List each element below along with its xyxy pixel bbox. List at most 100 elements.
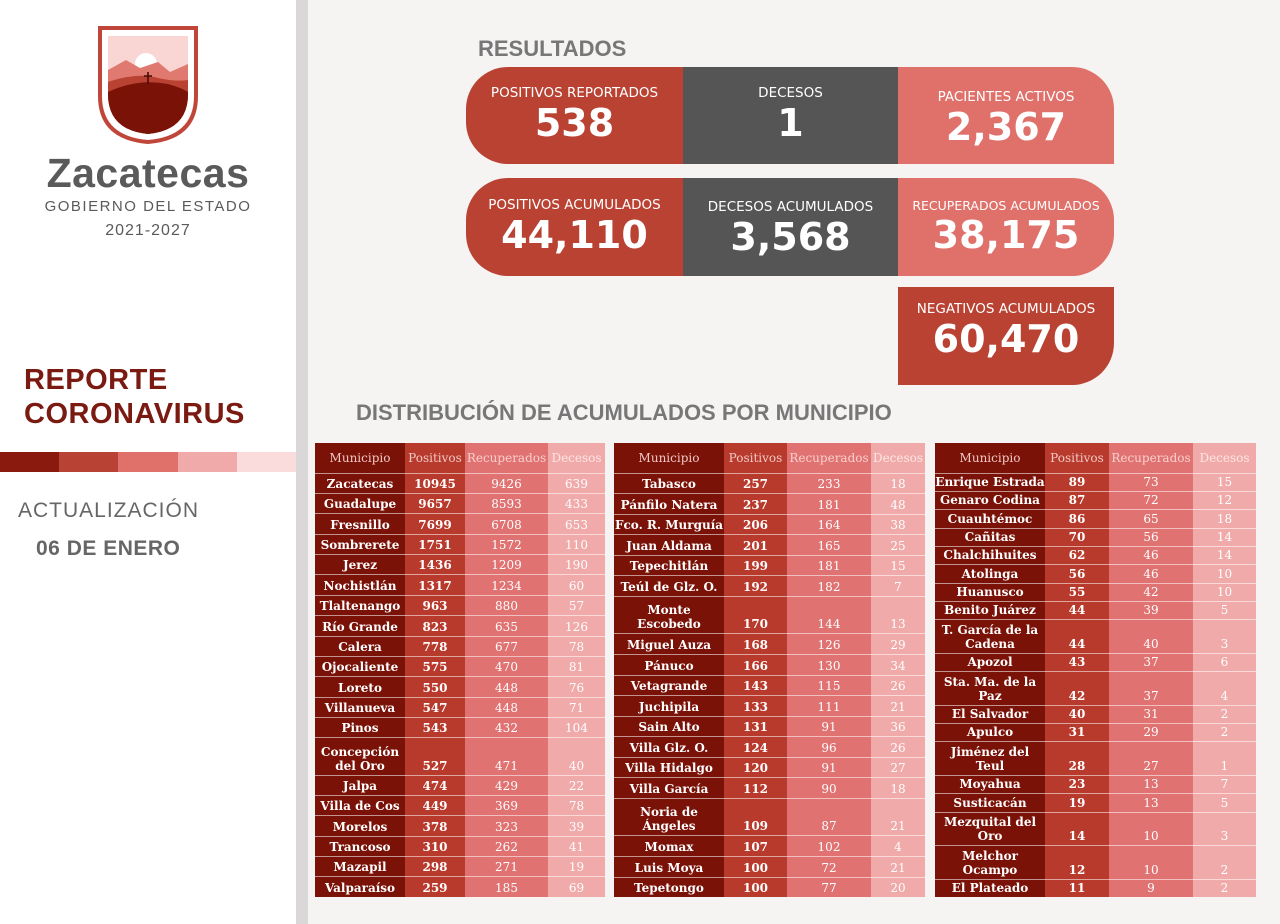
card-label: POSITIVOS REPORTADOS — [490, 85, 659, 101]
recuperados-cell: 429 — [465, 774, 548, 796]
recuperados-cell: 90 — [787, 777, 871, 799]
decesos-cell: 190 — [548, 553, 605, 575]
decesos-cell: 4 — [1193, 671, 1256, 706]
recuperados-cell: 115 — [787, 674, 871, 696]
recuperados-cell: 10 — [1109, 845, 1193, 880]
table-row: Pánfilo Natera 237 181 48 — [614, 493, 925, 515]
table-row: Jerez 1436 1209 190 — [315, 553, 605, 575]
card-positivos-reportados: POSITIVOS REPORTADOS 538 — [466, 67, 683, 164]
municipio-cell: Jalpa — [315, 774, 405, 796]
decesos-cell: 20 — [871, 876, 925, 897]
positivos-cell: 109 — [724, 797, 787, 836]
municipio-cell: Moyahua — [935, 774, 1045, 794]
positivos-cell: 133 — [724, 695, 787, 717]
decesos-cell: 60 — [548, 574, 605, 596]
recuperados-cell: 73 — [1109, 472, 1193, 492]
column-header: Municipio — [935, 443, 1045, 473]
positivos-cell: 89 — [1045, 472, 1109, 492]
municipio-cell: Miguel Auza — [614, 633, 724, 655]
brand-name: Zacatecas — [46, 150, 250, 196]
recuperados-cell: 77 — [787, 876, 871, 897]
decesos-cell: 2 — [1193, 723, 1256, 742]
recuperados-cell: 9426 — [465, 472, 548, 494]
table-row: Loreto 550 448 76 — [315, 676, 605, 698]
recuperados-cell: 471 — [465, 737, 548, 776]
positivos-cell: 778 — [405, 635, 465, 657]
table-row: Río Grande 823 635 126 — [315, 615, 605, 636]
positivos-cell: 449 — [405, 794, 465, 816]
recuperados-cell: 96 — [787, 736, 871, 758]
table-row: Nochistlán 1317 1234 60 — [315, 574, 605, 596]
decesos-cell: 34 — [871, 653, 925, 675]
decesos-cell: 10 — [1193, 582, 1256, 602]
positivos-cell: 298 — [405, 856, 465, 877]
recuperados-cell: 56 — [1109, 527, 1193, 547]
positivos-cell: 9657 — [405, 492, 465, 514]
municipio-cell: Luis Moya — [614, 855, 724, 877]
decesos-cell: 26 — [871, 674, 925, 696]
table-row: Sombrerete 1751 1572 110 — [315, 533, 605, 555]
decesos-cell: 3 — [1193, 619, 1256, 654]
municipio-cell: Villa Hidalgo — [614, 756, 724, 778]
decesos-cell: 25 — [871, 534, 925, 556]
card-recuperados-acumulados: RECUPERADOS ACUMULADOS 38,175 — [898, 178, 1114, 276]
card-value: 538 — [534, 101, 615, 145]
decesos-cell: 126 — [548, 615, 605, 636]
recuperados-cell: 37 — [1109, 652, 1193, 672]
municipio-cell: Morelos — [315, 815, 405, 837]
column-header: Recuperados — [787, 443, 871, 473]
recuperados-cell: 46 — [1109, 564, 1193, 584]
recuperados-cell: 271 — [465, 856, 548, 877]
decesos-cell: 2 — [1193, 704, 1256, 724]
recuperados-cell: 126 — [787, 633, 871, 655]
recuperados-cell: 181 — [787, 554, 871, 576]
municipio-cell: Sombrerete — [315, 533, 405, 555]
decesos-cell: 41 — [548, 835, 605, 857]
update-date: 06 DE ENERO — [36, 537, 181, 560]
positivos-cell: 131 — [724, 715, 787, 737]
column-header: Municipio — [315, 443, 405, 473]
municipio-cell: Nochistlán — [315, 574, 405, 596]
municipio-cell: Villa Glz. O. — [614, 736, 724, 758]
table-row: Tepetongo 100 77 20 — [614, 876, 925, 897]
table-row: Villa Glz. O. 124 96 26 — [614, 736, 925, 758]
recuperados-cell: 87 — [787, 797, 871, 836]
zacatecas-shield-logo — [98, 26, 198, 144]
column-header: Positivos — [1045, 443, 1109, 473]
table-row: Jalpa 474 429 22 — [315, 774, 605, 796]
table-row: Sta. Ma. de la Paz 42 37 4 — [935, 671, 1256, 706]
column-header: Recuperados — [1109, 443, 1193, 473]
table-row: Cuauhtémoc 86 65 18 — [935, 509, 1256, 529]
municipio-cell: Villanueva — [315, 696, 405, 718]
municipio-cell: Apulco — [935, 723, 1045, 742]
table-row: Melchor Ocampo 12 10 2 — [935, 845, 1256, 880]
municipio-cell: Loreto — [315, 676, 405, 698]
table-row: Tabasco 257 233 18 — [614, 472, 925, 494]
positivos-cell: 1751 — [405, 533, 465, 555]
results-title: RESULTADOS — [478, 36, 627, 61]
column-header: Decesos — [1193, 443, 1256, 473]
positivos-cell: 550 — [405, 676, 465, 698]
municipio-cell: Mezquital del Oro — [935, 811, 1045, 846]
table-row: Teúl de Glz. O. 192 182 7 — [614, 575, 925, 597]
municipio-cell: El Plateado — [935, 878, 1045, 897]
card-label: NEGATIVOS ACUMULADOS — [916, 301, 1096, 317]
recuperados-cell: 1209 — [465, 553, 548, 575]
table-row: Noria de Ángeles 109 87 21 — [614, 797, 925, 836]
recuperados-cell: 448 — [465, 676, 548, 698]
positivos-cell: 107 — [724, 835, 787, 857]
recuperados-cell: 233 — [787, 472, 871, 494]
municipio-cell: Melchor Ocampo — [935, 845, 1045, 880]
table-header: Municipio Positivos Recuperados Decesos — [315, 443, 605, 473]
decesos-cell: 110 — [548, 533, 605, 555]
recuperados-cell: 185 — [465, 876, 548, 897]
municipio-cell: Tepetongo — [614, 876, 724, 897]
card-label: DECESOS ACUMULADOS — [707, 199, 874, 215]
positivos-cell: 170 — [724, 595, 787, 634]
recuperados-cell: 8593 — [465, 492, 548, 514]
recuperados-cell: 448 — [465, 696, 548, 718]
decesos-cell: 21 — [871, 855, 925, 877]
card-decesos-acumulados: DECESOS ACUMULADOS 3,568 — [683, 178, 898, 276]
recuperados-cell: 432 — [465, 716, 548, 738]
table-row: Fco. R. Murguía 206 164 38 — [614, 513, 925, 535]
